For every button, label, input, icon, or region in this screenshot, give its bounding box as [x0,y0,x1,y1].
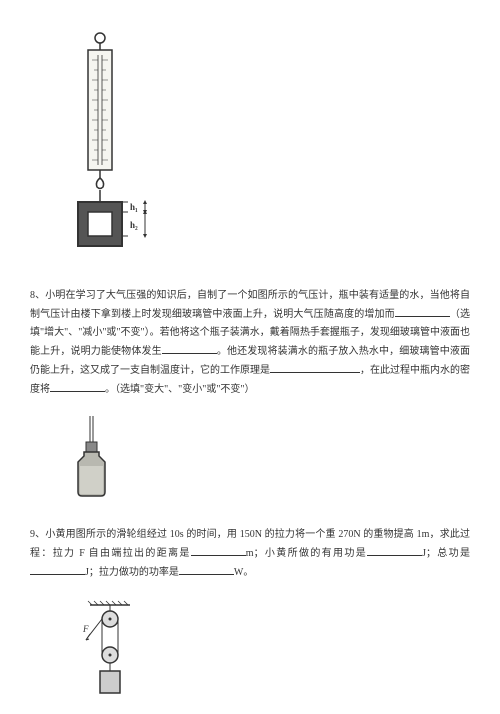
question-9: 9、小黄用图所示的滑轮组经过 10s 的时间，用 150N 的拉力将一个重 27… [30,526,470,582]
q8-blank-2 [162,342,217,354]
q9-text-3: J；总功是 [422,548,470,559]
force-label: F [82,624,89,634]
q8-blank-1 [395,305,450,317]
h1-label: h₁ [130,202,138,212]
q9-blank-1 [191,544,246,556]
q9-blank-3 [30,563,85,575]
figure-spring-scale: h₁ h₂ [70,30,470,267]
q9-blank-4 [179,563,234,575]
q8-blank-4 [50,380,105,392]
q8-number: 8、 [30,290,45,301]
q8-text-5: 。（选填"变大"、"变小"或"不变"） [105,384,255,395]
figure-bottle [70,414,470,511]
q9-blank-2 [367,544,422,556]
q9-text-5: W。 [234,567,253,578]
q9-text-2: m；小黄所做的有用功是 [246,548,367,559]
q8-blank-3 [270,361,360,373]
q9-text-4: J；拉力做功的功率是 [85,567,179,578]
figure-pulley: F [80,597,470,714]
q9-number: 9、 [30,529,45,540]
h2-label: h₂ [130,220,138,230]
question-8: 8、小明在学习了大气压强的知识后，自制了一个如图所示的气压计，瓶中装有适量的水，… [30,287,470,399]
